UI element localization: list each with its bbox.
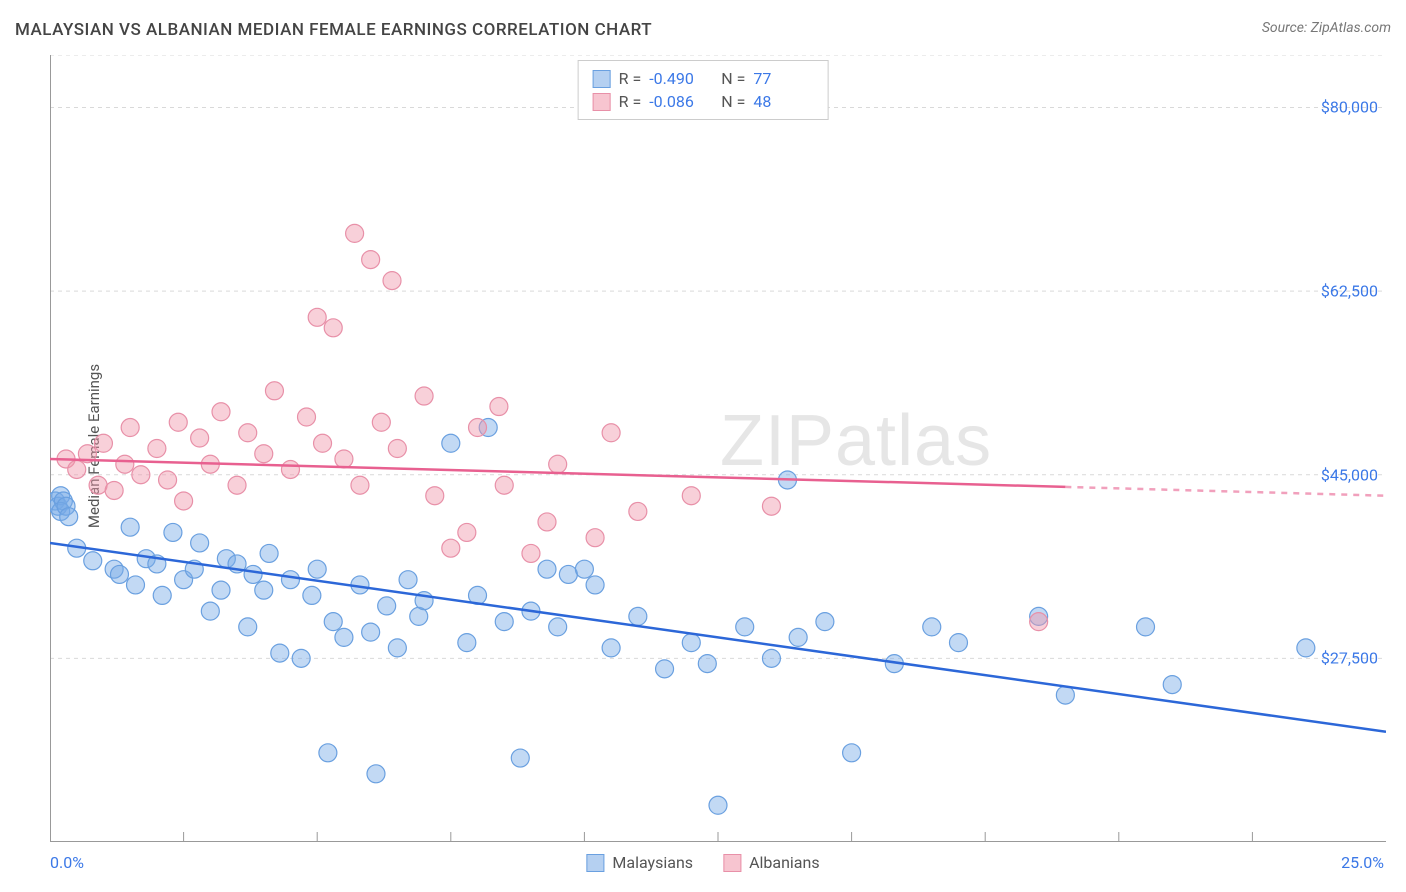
legend-item-malaysians: Malaysians bbox=[586, 853, 693, 872]
r-value-malaysians: -0.490 bbox=[649, 69, 709, 88]
r-value-albanians: -0.086 bbox=[649, 92, 709, 111]
source-label: Source: ZipAtlas.com bbox=[1262, 20, 1391, 36]
legend-item-albanians: Albanians bbox=[723, 853, 820, 872]
x-tick-min: 0.0% bbox=[50, 853, 84, 872]
n-value-malaysians: 77 bbox=[753, 69, 813, 88]
y-tick-label: $27,500 bbox=[1321, 649, 1378, 668]
swatch-malaysians-legend bbox=[586, 854, 604, 872]
chart-title: MALAYSIAN VS ALBANIAN MEDIAN FEMALE EARN… bbox=[15, 20, 652, 40]
correlation-legend: R = -0.490 N = 77 R = -0.086 N = 48 bbox=[578, 60, 829, 120]
y-tick-label: $62,500 bbox=[1321, 282, 1378, 301]
swatch-albanians bbox=[593, 93, 611, 111]
y-tick-label: $80,000 bbox=[1321, 98, 1378, 117]
correlation-row-malaysians: R = -0.490 N = 77 bbox=[593, 67, 814, 90]
swatch-albanians-legend bbox=[723, 854, 741, 872]
correlation-row-albanians: R = -0.086 N = 48 bbox=[593, 90, 814, 113]
legend-label-albanians: Albanians bbox=[749, 853, 820, 872]
y-tick-label: $45,000 bbox=[1321, 465, 1378, 484]
x-tick-max: 25.0% bbox=[1341, 853, 1384, 872]
legend-label-malaysians: Malaysians bbox=[612, 853, 693, 872]
plot-area bbox=[50, 55, 1386, 842]
series-legend: Malaysians Albanians bbox=[586, 853, 819, 872]
swatch-malaysians bbox=[593, 70, 611, 88]
n-value-albanians: 48 bbox=[753, 92, 813, 111]
